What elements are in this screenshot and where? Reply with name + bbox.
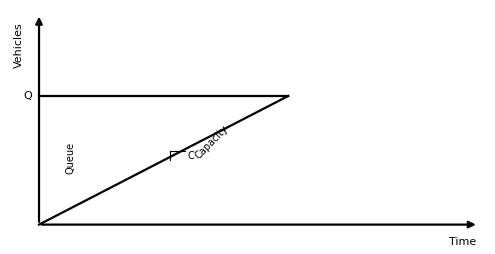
Text: Capacity: Capacity bbox=[194, 123, 231, 161]
Text: Time: Time bbox=[449, 237, 476, 247]
Text: Q: Q bbox=[23, 91, 32, 101]
Text: Queue: Queue bbox=[66, 142, 76, 174]
Text: Vehicles: Vehicles bbox=[14, 23, 24, 69]
Text: C: C bbox=[187, 151, 194, 161]
